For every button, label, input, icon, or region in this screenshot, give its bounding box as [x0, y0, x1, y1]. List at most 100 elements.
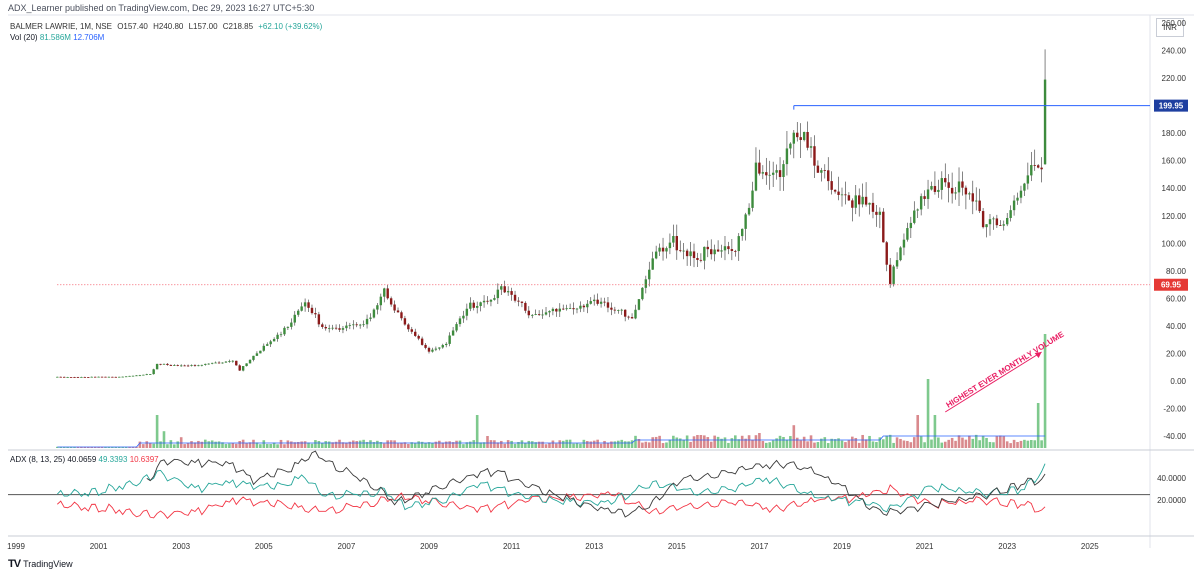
annotation-text: HIGHEST EVER MONTHLY VOLUME: [945, 329, 1067, 409]
candle-body: [1009, 210, 1012, 218]
volume-bar: [276, 444, 279, 448]
candle-body: [926, 189, 930, 199]
volume-bar: [968, 435, 971, 448]
volume-bar: [775, 438, 778, 448]
candle-body: [940, 178, 944, 190]
candle-body: [944, 178, 947, 183]
volume-bar: [234, 443, 238, 448]
candle-body: [434, 348, 438, 350]
candle-body: [327, 328, 331, 330]
volume-bar: [327, 441, 331, 448]
candle-body: [204, 363, 207, 365]
candle-body: [555, 308, 558, 312]
candle-body: [689, 251, 692, 257]
candle-body: [355, 324, 358, 326]
volume-bar: [224, 444, 228, 448]
tradingview-logo-text: TradingView: [23, 559, 73, 569]
candle-body: [816, 165, 820, 173]
candle-body: [885, 242, 888, 265]
adx-legend-label[interactable]: ADX (8, 13, 25): [10, 455, 66, 464]
volume-bar: [317, 441, 321, 448]
candle-body: [414, 331, 417, 336]
candle-body: [259, 350, 262, 354]
volume-bar: [799, 440, 802, 448]
volume-bar: [1033, 440, 1037, 448]
volume-bar: [930, 439, 933, 448]
candle-body: [837, 191, 840, 195]
candle-body: [369, 317, 372, 319]
candle-body: [252, 355, 255, 360]
volume-bar: [926, 379, 930, 448]
volume-bar: [148, 443, 152, 448]
volume-bar: [1026, 440, 1030, 448]
candle-body: [654, 251, 658, 259]
candle-body: [169, 364, 173, 366]
candle-body: [352, 324, 355, 326]
volume-bar: [351, 440, 355, 448]
candle-body: [465, 308, 469, 316]
level-badge-0: [1154, 99, 1188, 112]
candle-body: [183, 365, 186, 367]
volume-bar: [197, 440, 200, 448]
candle-body: [362, 324, 365, 326]
volume-bar: [396, 443, 400, 448]
candle-body: [410, 329, 413, 332]
volume-bar: [685, 435, 689, 448]
candle-body: [455, 324, 458, 331]
candle-body: [128, 375, 131, 377]
volume-bar: [1002, 436, 1006, 448]
volume-bar: [355, 441, 359, 448]
candle-body: [266, 344, 269, 346]
candle-body: [830, 181, 833, 190]
volume-bar: [761, 441, 765, 448]
price-tick-9: 80.00: [1166, 267, 1187, 276]
time-tick-9: 2017: [751, 542, 769, 551]
candle-body: [930, 186, 933, 190]
volume-bar: [737, 439, 741, 448]
candle-body: [823, 170, 826, 171]
volume-bar: [176, 441, 180, 448]
di-plus-value: 49.3393: [98, 455, 128, 464]
volume-bar: [943, 441, 947, 448]
volume-bar: [654, 436, 658, 448]
volume-bar: [300, 441, 303, 448]
candle-body: [975, 200, 978, 202]
candle-body: [441, 345, 444, 348]
symbol-name[interactable]: BALMER LAWRIE, 1M, NSE: [10, 22, 112, 31]
candle-body: [500, 286, 503, 290]
volume-bar: [1029, 439, 1033, 448]
candle-body: [314, 313, 317, 315]
candle-body: [882, 211, 885, 243]
volume-bar: [207, 441, 211, 448]
volume-bar: [627, 441, 630, 448]
candle-body: [727, 246, 730, 250]
volume-bar: [479, 442, 482, 448]
candle-body: [358, 324, 362, 326]
volume-bar: [159, 441, 162, 448]
candle-body: [310, 307, 314, 314]
volume-bar: [823, 437, 827, 448]
volume-bar: [992, 442, 995, 448]
time-tick-11: 2021: [916, 542, 934, 551]
volume-bar: [782, 436, 785, 448]
candle-body: [534, 314, 537, 315]
volume-bar: [916, 415, 920, 448]
ohlc-low: L157.00: [188, 22, 218, 31]
level-badge-1: [1154, 278, 1188, 291]
time-tick-13: 2025: [1081, 542, 1099, 551]
volume-bar: [813, 442, 816, 448]
volume-legend-label[interactable]: Vol (20): [10, 33, 38, 42]
candle-body: [568, 308, 572, 309]
volume-bar: [919, 436, 923, 448]
candle-body: [627, 316, 630, 318]
candle-body: [854, 195, 857, 208]
candle-body: [603, 301, 606, 303]
volume-bar: [290, 441, 293, 448]
volume-bar: [933, 415, 937, 448]
volume-bar: [537, 441, 541, 448]
volume-bar: [420, 441, 424, 448]
candle-body: [658, 247, 661, 252]
candle-body: [348, 325, 352, 326]
currency-selector[interactable]: INR: [1156, 18, 1184, 37]
